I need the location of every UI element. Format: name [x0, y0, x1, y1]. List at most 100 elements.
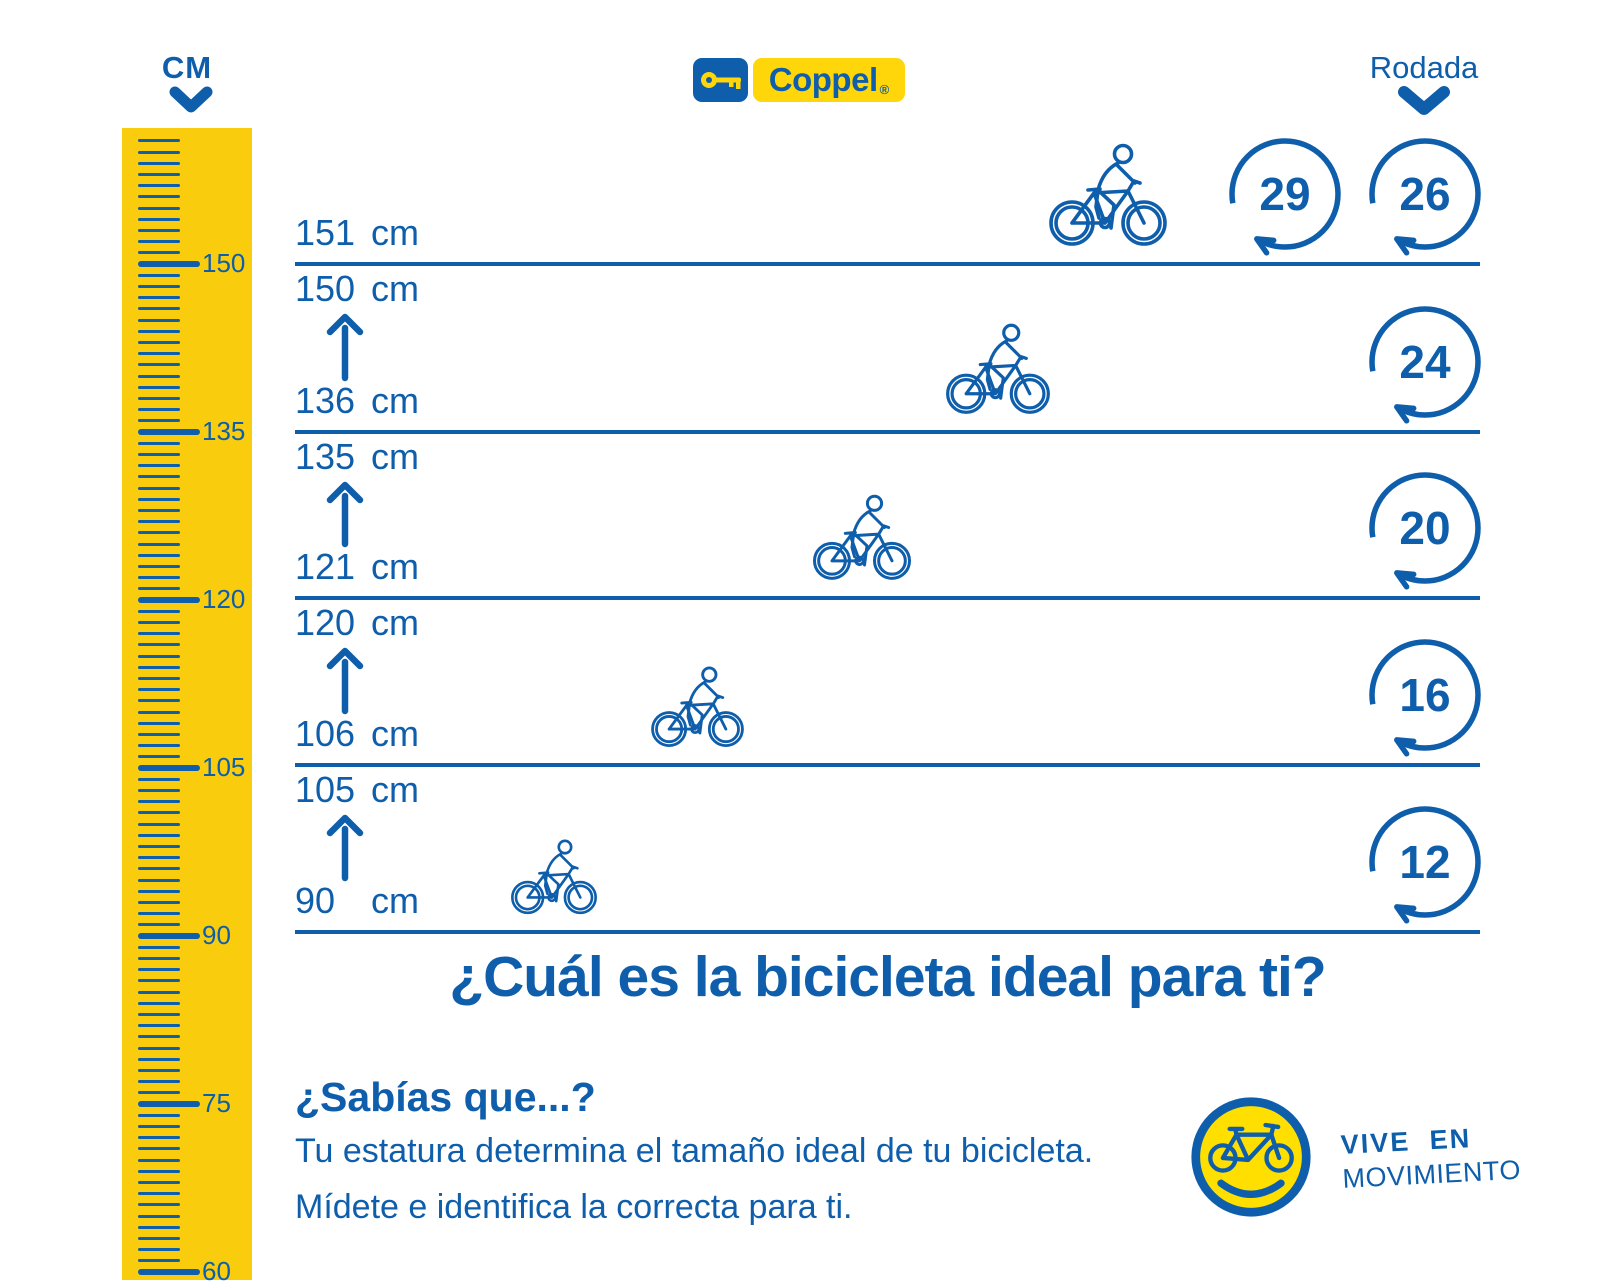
ruler-minor-tick — [138, 710, 180, 714]
ruler-minor-tick — [138, 990, 180, 994]
ruler-minor-tick — [138, 643, 180, 647]
range-up-arrow-icon — [325, 647, 365, 715]
ruler-minor-tick — [138, 217, 180, 221]
ruler-minor-tick — [138, 329, 180, 333]
wheel-size-badge: 26 — [1359, 128, 1491, 260]
height-value: 120 — [295, 602, 356, 643]
height-value: 106 — [295, 713, 356, 754]
ruler-minor-tick — [138, 296, 180, 300]
ruler-minor-tick — [138, 800, 180, 804]
max-height-label: 151 cm — [295, 215, 419, 251]
ruler-minor-tick — [138, 1158, 180, 1162]
coppel-logo: Coppel ® — [693, 58, 905, 102]
ruler-minor-tick — [138, 318, 180, 322]
ruler-minor-tick — [138, 822, 180, 826]
ruler-minor-tick — [138, 408, 180, 412]
height-unit: cm — [371, 212, 419, 253]
wheel-size-badge: 20 — [1359, 462, 1491, 594]
svg-text:12: 12 — [1399, 836, 1450, 888]
ruler-minor-tick — [138, 945, 180, 949]
ruler-tick-label: 90 — [202, 920, 231, 950]
bike-smiley-icon — [1188, 1094, 1314, 1220]
child-cyclist-icon — [650, 666, 745, 748]
range-up-arrow-icon — [325, 814, 365, 882]
ruler-tick-label: 60 — [202, 1256, 231, 1286]
vive-en-movimiento-label: VIVE EN MOVIMIENTO — [1340, 1121, 1522, 1195]
ruler-minor-tick — [138, 968, 180, 972]
height-value: 121 — [295, 546, 356, 587]
height-unit: cm — [371, 880, 419, 921]
ruler-minor-tick — [138, 1080, 180, 1084]
ruler-minor-tick — [138, 508, 180, 512]
ruler-major-tick — [138, 1269, 200, 1275]
ruler-minor-tick — [138, 755, 180, 759]
ruler-major-tick — [138, 1101, 200, 1107]
wheel-size-badge: 29 — [1219, 128, 1351, 260]
ruler-tick-label: 135 — [202, 416, 246, 446]
ruler-minor-tick — [138, 732, 180, 736]
max-height-label: 105 cm — [295, 772, 419, 808]
badge-line-2: MOVIMIENTO — [1341, 1154, 1522, 1194]
max-height-label: 150 cm — [295, 271, 419, 307]
ruler-minor-tick — [138, 1192, 180, 1196]
ruler-minor-tick — [138, 284, 180, 288]
ruler-minor-tick — [138, 889, 180, 893]
ruler-minor-tick — [138, 251, 180, 255]
facts-line-1: Tu estatura determina el tamaño ideal de… — [295, 1132, 1094, 1170]
ruler-tick-label: 120 — [202, 584, 246, 614]
height-value: 150 — [295, 268, 356, 309]
ruler-minor-tick — [138, 206, 180, 210]
wheel-size-badge: 24 — [1359, 296, 1491, 428]
ruler-minor-tick — [138, 352, 180, 356]
ruler-minor-tick — [138, 363, 180, 367]
ruler-minor-tick — [138, 744, 180, 748]
ruler-minor-tick — [138, 856, 180, 860]
ruler-minor-tick — [138, 576, 180, 580]
ruler-minor-tick — [138, 1001, 180, 1005]
ruler-minor-tick — [138, 777, 180, 781]
ruler-minor-tick — [138, 531, 180, 535]
ruler-minor-tick — [138, 654, 180, 658]
svg-text:26: 26 — [1399, 168, 1450, 220]
ruler-minor-tick — [138, 464, 180, 468]
ruler-minor-tick — [138, 161, 180, 165]
ruler-minor-tick — [138, 385, 180, 389]
ruler-minor-tick — [138, 900, 180, 904]
page-title: ¿Cuál es la bicicleta ideal para ti? — [449, 945, 1326, 1009]
ruler-minor-tick — [138, 676, 180, 680]
ruler-minor-tick — [138, 1136, 180, 1140]
ruler-minor-tick — [138, 497, 180, 501]
max-height-label: 120 cm — [295, 605, 419, 641]
ruler-minor-tick — [138, 688, 180, 692]
ruler-minor-tick — [138, 665, 180, 669]
ruler-minor-tick — [138, 923, 180, 927]
ruler-minor-tick — [138, 184, 180, 188]
max-height-label: 135 cm — [295, 439, 419, 475]
ruler-minor-tick — [138, 632, 180, 636]
ruler-major-tick — [138, 765, 200, 771]
badge-line-1: VIVE EN — [1340, 1123, 1472, 1160]
row-separator-line — [295, 430, 1480, 434]
row-separator-line — [295, 763, 1480, 767]
ruler-minor-tick — [138, 564, 180, 568]
ruler-minor-tick — [138, 520, 180, 524]
height-ruler: 150 135 120 105 90 75 60 — [122, 128, 252, 1284]
ruler-minor-tick — [138, 195, 180, 199]
ruler-minor-tick — [138, 1091, 180, 1095]
ruler-minor-tick — [138, 273, 180, 277]
ruler-major-tick — [138, 597, 200, 603]
ruler-minor-tick — [138, 867, 180, 871]
row-separator-line — [295, 596, 1480, 600]
ruler-minor-tick — [138, 441, 180, 445]
height-unit: cm — [371, 713, 419, 754]
ruler-minor-tick — [138, 150, 180, 154]
svg-text:20: 20 — [1399, 502, 1450, 554]
ruler-minor-tick — [138, 374, 180, 378]
ruler-minor-tick — [138, 553, 180, 557]
height-unit: cm — [371, 602, 419, 643]
height-value: 90 — [295, 880, 336, 921]
height-unit: cm — [371, 769, 419, 810]
facts-heading: ¿Sabías que...? — [295, 1074, 596, 1120]
ruler-minor-tick — [138, 699, 180, 703]
adult-cyclist-icon — [1048, 143, 1168, 247]
